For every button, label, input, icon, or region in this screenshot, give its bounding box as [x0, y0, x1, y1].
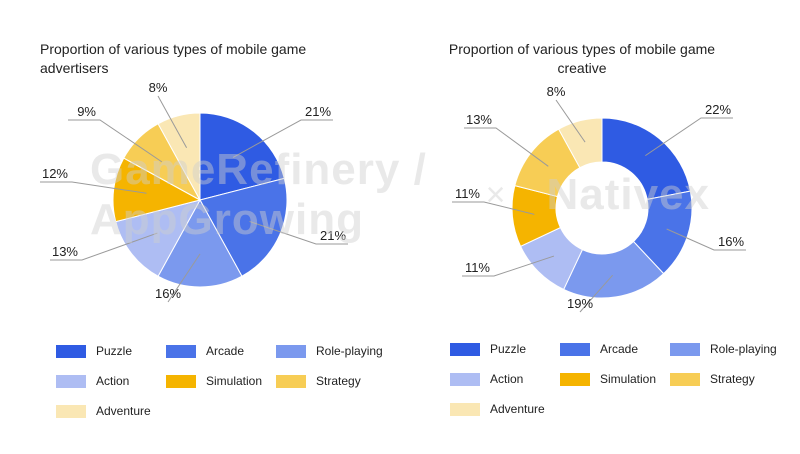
- legend-label: Action: [490, 372, 524, 386]
- legend-item-strategy: Strategy: [276, 373, 396, 389]
- data-label: 9%: [77, 104, 96, 119]
- legend-item-puzzle: Puzzle: [450, 341, 560, 357]
- legend-swatch: [166, 374, 196, 388]
- legend-item-strategy: Strategy: [670, 371, 790, 387]
- legend-swatch: [276, 374, 306, 388]
- legend-label: Adventure: [490, 402, 545, 416]
- legend-label: Adventure: [96, 404, 151, 418]
- leader-line: [666, 228, 746, 251]
- chart-legend: Puzzle Arcade Role-playing Action Simulation…: [56, 343, 396, 419]
- legend-swatch: [560, 342, 590, 356]
- legend-swatch: [450, 372, 480, 386]
- legend-swatch: [670, 342, 700, 356]
- chart-title: Proportion of various types of mobile ga…: [40, 41, 307, 76]
- leader-line: [462, 255, 555, 277]
- legend-item-puzzle: Puzzle: [56, 343, 166, 359]
- slice-adventure: [557, 117, 603, 169]
- leader-line: [232, 119, 333, 158]
- chart-panel-advertisers: Proportion of various types of mobile ga…: [40, 41, 396, 419]
- legend-item-arcade: Arcade: [560, 341, 670, 357]
- pie-chart-advertisers: 21% 21% 16% 13% 12% 9% 8%: [40, 80, 348, 303]
- chart-title: Proportion of various types of mobile ga…: [448, 41, 716, 76]
- data-label: 11%: [455, 186, 480, 201]
- data-label: 11%: [465, 260, 490, 275]
- data-label: 22%: [705, 102, 731, 117]
- leader-line: [50, 232, 158, 261]
- slice-puzzle: [199, 112, 285, 201]
- legend-item-role-playing: Role-playing: [276, 343, 396, 359]
- leader-line: [68, 119, 163, 163]
- legend-label: Strategy: [710, 372, 755, 386]
- legend-swatch: [56, 374, 86, 388]
- data-label: 13%: [52, 244, 78, 259]
- legend-label: Role-playing: [710, 342, 777, 356]
- data-label: 16%: [155, 286, 181, 301]
- legend-swatch: [56, 404, 86, 418]
- data-label: 16%: [718, 234, 744, 249]
- data-label: 12%: [42, 166, 68, 181]
- slice-action: [115, 199, 201, 277]
- legend-label: Arcade: [206, 344, 245, 358]
- legend-swatch: [166, 344, 196, 358]
- leader-line: [645, 117, 733, 157]
- legend-label: Simulation: [206, 374, 263, 388]
- data-label: 19%: [567, 296, 593, 311]
- chart-legend: Puzzle Arcade Role-playing Action Simulation…: [450, 341, 790, 417]
- leader-line: [249, 220, 348, 245]
- legend-swatch: [276, 344, 306, 358]
- legend-label: Role-playing: [316, 344, 383, 358]
- slice-puzzle: [601, 117, 691, 200]
- legend-swatch: [450, 402, 480, 416]
- slice-arcade: [199, 177, 288, 277]
- legend-item-action: Action: [450, 371, 560, 387]
- data-label: 13%: [466, 112, 492, 127]
- legend-swatch: [450, 342, 480, 356]
- legend-label: Arcade: [600, 342, 639, 356]
- slice-adventure: [157, 112, 201, 201]
- chart-panel-creative: Proportion of various types of mobile ga…: [400, 0, 800, 454]
- leader-line: [157, 95, 188, 148]
- leader-line: [452, 201, 535, 215]
- legend-label: Puzzle: [96, 344, 133, 358]
- data-label: 8%: [149, 80, 168, 95]
- leader-line: [40, 181, 147, 194]
- leader-line: [167, 253, 201, 303]
- legend-item-arcade: Arcade: [166, 343, 276, 359]
- legend-label: Simulation: [600, 372, 657, 386]
- legend-label: Strategy: [316, 374, 361, 388]
- legend-item-simulation: Simulation: [166, 373, 276, 389]
- legend-swatch: [560, 372, 590, 386]
- leader-line: [579, 274, 614, 313]
- legend-item-simulation: Simulation: [560, 371, 670, 387]
- legend-label: Puzzle: [490, 342, 527, 356]
- data-label: 21%: [305, 104, 331, 119]
- slice-simulation: [112, 157, 202, 223]
- data-label: 21%: [320, 228, 346, 243]
- donut-chart-creative: 22% 16% 19% 11% 11% 13% 8%: [452, 84, 746, 313]
- legend-label: Action: [96, 374, 130, 388]
- legend-item-adventure: Adventure: [56, 403, 166, 419]
- legend-item-role-playing: Role-playing: [670, 341, 790, 357]
- legend-swatch: [670, 372, 700, 386]
- slice-role-playing: [157, 198, 243, 288]
- data-label: 8%: [547, 84, 566, 99]
- leader-line: [464, 127, 549, 167]
- legend-item-action: Action: [56, 373, 166, 389]
- leader-line: [555, 99, 586, 143]
- legend-swatch: [56, 344, 86, 358]
- legend-item-adventure: Adventure: [450, 401, 560, 417]
